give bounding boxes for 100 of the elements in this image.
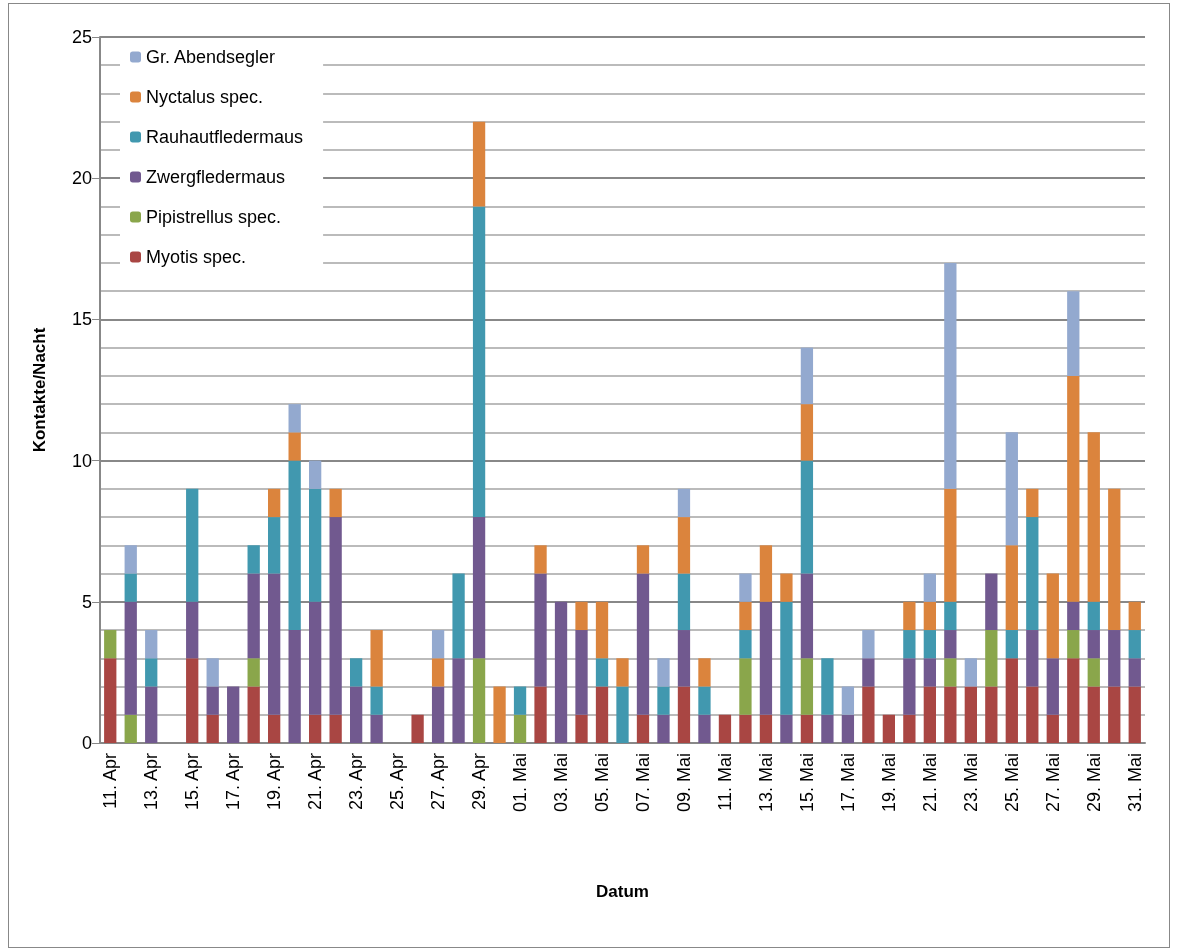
bar	[862, 658, 875, 687]
bar	[821, 658, 834, 715]
bar	[698, 686, 711, 715]
x-tick-label: 05. Mai	[592, 753, 613, 813]
bar	[411, 714, 424, 743]
bar	[923, 573, 936, 602]
bar	[186, 658, 199, 743]
x-tick-label: 07. Mai	[632, 753, 653, 813]
bar	[677, 517, 691, 574]
bar	[349, 658, 363, 687]
bar	[739, 573, 752, 602]
bar	[1005, 432, 1018, 546]
bar	[759, 545, 773, 602]
bar	[247, 545, 260, 574]
bar	[903, 714, 916, 743]
x-tick-label: 11. Apr	[100, 753, 121, 809]
bar	[1087, 601, 1100, 631]
bar	[309, 714, 322, 743]
x-tick-label: 17. Mai	[837, 753, 858, 813]
bar	[349, 686, 363, 743]
bar	[964, 686, 977, 743]
bar	[841, 714, 855, 743]
bar	[370, 686, 383, 715]
bar	[309, 460, 322, 489]
bar	[575, 714, 588, 743]
y-tick-label: 5	[81, 591, 92, 612]
bar	[1067, 291, 1080, 376]
bar	[657, 714, 670, 743]
legend-label: Nyctalus spec.	[146, 87, 264, 107]
bar	[1087, 630, 1100, 659]
bar	[636, 714, 650, 743]
bar	[145, 630, 158, 659]
bar	[1026, 630, 1039, 687]
bar	[821, 714, 834, 743]
bar	[288, 460, 301, 631]
bar	[452, 658, 465, 743]
bar	[247, 658, 260, 687]
y-tick-label: 25	[71, 27, 92, 47]
bar	[431, 658, 445, 687]
x-tick-label: 17. Apr	[223, 753, 244, 811]
bar	[268, 517, 281, 574]
x-tick-label: 09. Mai	[673, 753, 694, 813]
y-tick-label: 15	[71, 309, 92, 330]
bar	[1108, 488, 1121, 631]
bar	[698, 714, 711, 743]
bar	[657, 658, 670, 687]
bar	[739, 658, 752, 715]
legend-label: Pipistrellus spec.	[146, 207, 282, 227]
bar	[575, 601, 588, 631]
bar	[288, 432, 301, 461]
x-tick-label: 21. Apr	[305, 753, 326, 811]
x-tick-label: 23. Mai	[960, 753, 981, 813]
y-tick-label: 10	[71, 450, 92, 471]
bar	[1128, 658, 1141, 687]
bar	[759, 601, 773, 715]
x-tick-label: 27. Mai	[1042, 753, 1063, 813]
bar	[247, 686, 260, 743]
bar	[104, 630, 117, 659]
x-tick-label: 25. Mai	[1001, 753, 1022, 813]
bar	[472, 517, 486, 659]
bar	[800, 573, 814, 659]
bar	[595, 601, 609, 659]
x-tick-label: 29. Mai	[1083, 753, 1104, 813]
bar	[1005, 658, 1018, 743]
bar	[309, 488, 322, 602]
bar	[780, 714, 793, 743]
x-tick-label: 01. Mai	[510, 753, 531, 813]
bar	[145, 658, 158, 687]
x-tick-label: 03. Mai	[551, 753, 572, 813]
bar	[800, 404, 814, 461]
bar	[145, 686, 158, 743]
bar	[1067, 658, 1080, 743]
legend-label: Zwergfledermaus	[146, 167, 286, 187]
bar	[985, 686, 998, 743]
bar	[1087, 658, 1100, 687]
bar	[944, 658, 957, 687]
bar	[513, 686, 527, 715]
x-tick-label: 13. Apr	[141, 753, 162, 811]
bar	[370, 714, 383, 743]
bar	[268, 714, 281, 743]
bar	[513, 714, 527, 743]
bar	[268, 573, 281, 715]
bar	[800, 347, 814, 405]
bar	[472, 206, 486, 518]
bar	[1087, 432, 1100, 602]
bar	[1026, 517, 1039, 631]
bar	[739, 714, 752, 743]
x-tick-label: 13. Mai	[755, 753, 776, 813]
bar	[1108, 686, 1121, 743]
bar	[923, 601, 936, 631]
bar	[923, 630, 936, 659]
bar	[1046, 714, 1059, 743]
bar	[636, 573, 650, 715]
bar	[206, 714, 219, 743]
bar	[227, 686, 240, 743]
bar	[206, 658, 219, 687]
bar	[800, 714, 814, 743]
bar	[1046, 658, 1059, 715]
bar	[1108, 630, 1121, 687]
bar	[452, 573, 465, 659]
